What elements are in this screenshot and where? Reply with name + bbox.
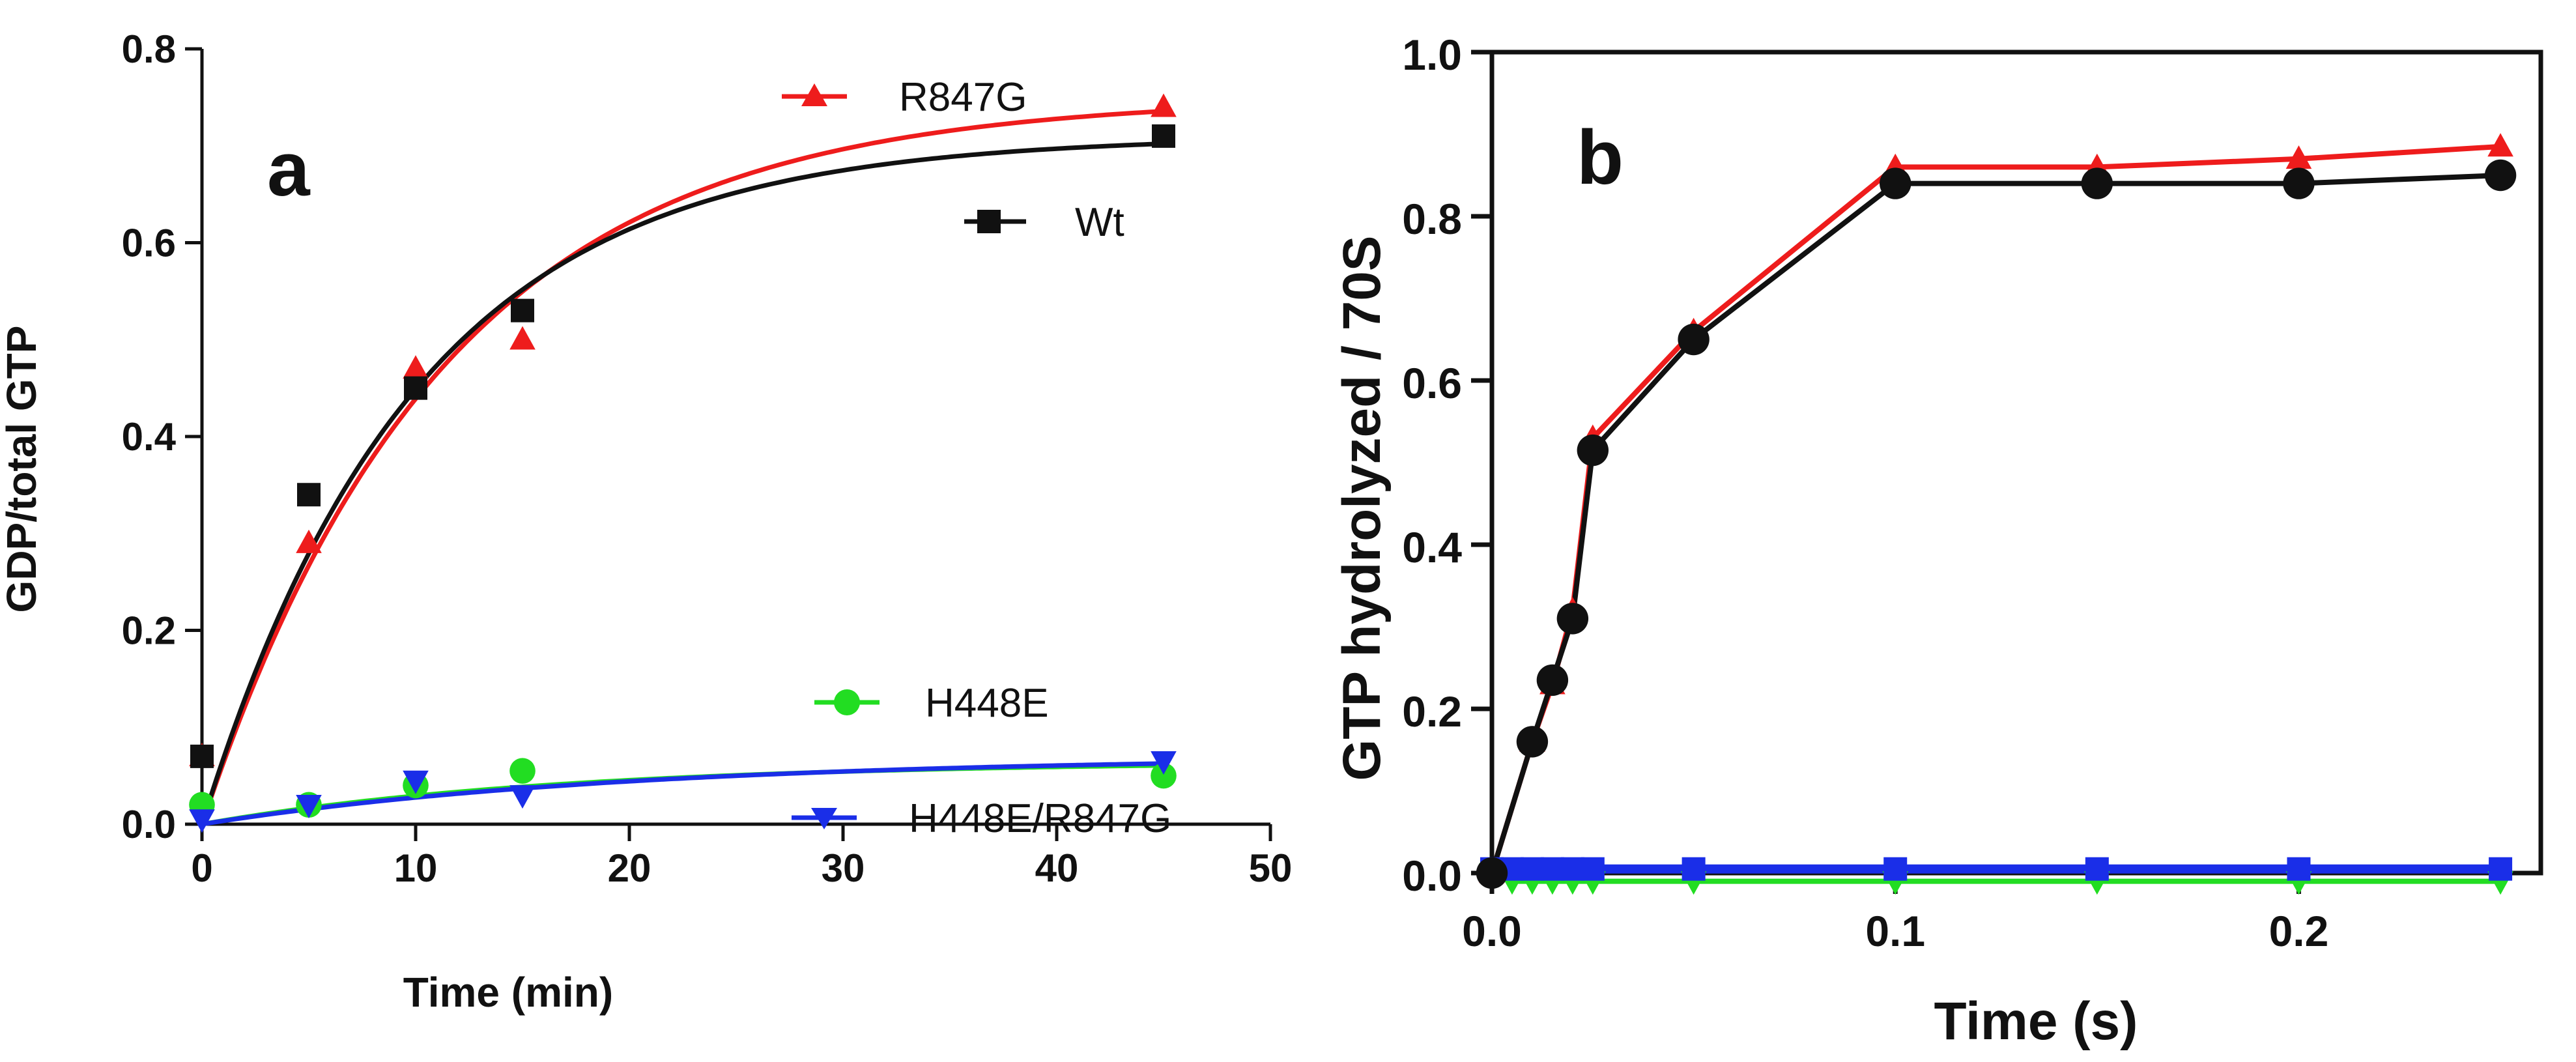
panel-a-x-tick-label: 50: [1249, 846, 1293, 890]
panel-a: 0 10 20 30 40 500.00.20.40.60.8 a Time (min) …: [0, 27, 1292, 1016]
panel-b-x-tick-label: 0.2: [2269, 907, 2329, 955]
panel-b-series-lines: [1489, 143, 2501, 884]
panel-b: 0.0 0.1 0.2 0.0 0.2 0.4 0.6 0.8 1.0 b Time (s) G…: [1332, 31, 2543, 1051]
legend-item-r847g: R847G: [782, 75, 1027, 120]
point-black: [1516, 726, 1549, 758]
point-h448e-r847g: [189, 809, 215, 833]
panel-a-x-tick-label: 20: [608, 846, 651, 890]
point-black: [1577, 434, 1609, 466]
point-h448e-r847g: [1151, 751, 1177, 775]
legend-label-r847g: R847G: [899, 75, 1027, 120]
series-line-red: [1489, 143, 2501, 874]
panel-b-y-tick-label: 0.4: [1402, 523, 1462, 571]
point-wt: [297, 483, 321, 507]
point-black: [1536, 664, 1569, 696]
point-blue: [1520, 857, 1544, 881]
panel-a-axes: 0 10 20 30 40 50 0.0 0.2 0.4 0.6 0.8: [122, 27, 1293, 890]
panel-a-x-tick-label: 40: [1035, 846, 1079, 890]
legend-item-h448e-r847g: H448E/R847G: [792, 796, 1171, 841]
point-wt: [511, 298, 534, 323]
panel-a-x-tick-label: 30: [822, 846, 865, 890]
legend-label-h448e: H448E: [925, 681, 1049, 726]
legend-marker-h448e: [834, 689, 860, 715]
point-blue: [2085, 857, 2109, 881]
point-red: [2487, 133, 2513, 157]
series-line-black: [1489, 173, 2501, 874]
panel-a-y-tick-label: 0.4: [122, 415, 177, 459]
panel-a-legend: R847G Wt H448E H448E/R847G: [782, 75, 1171, 841]
panel-b-y-tick-label: 0.6: [1402, 359, 1462, 407]
panel-a-y-tick-label: 0.6: [122, 222, 176, 265]
panel-a-x-tick-label: 10: [394, 846, 438, 890]
point-h448e: [1151, 762, 1177, 789]
panel-b-y-tick-label: 0.0: [1402, 852, 1462, 900]
panel-b-x-tick-label: 0.1: [1865, 907, 1925, 955]
point-wt: [1152, 124, 1175, 148]
point-blue: [1682, 857, 1706, 881]
point-black: [1476, 857, 1508, 889]
legend-item-wt: Wt: [964, 200, 1124, 245]
panel-b-y-tick-label: 0.8: [1402, 195, 1462, 243]
panel-b-y-tick-label: 0.2: [1402, 687, 1462, 736]
panel-a-y-tick-label: 0.8: [122, 27, 176, 71]
panel-b-x-axis-label: Time (s): [1934, 992, 2138, 1051]
fit-curve-h448e-r847g: [201, 761, 1164, 827]
point-black: [2484, 159, 2517, 192]
panel-a-label: a: [267, 126, 311, 212]
panel-b-y-tick-label: 1.0: [1402, 31, 1462, 79]
point-r847g: [296, 529, 322, 553]
point-red: [2285, 145, 2312, 169]
point-blue: [2489, 857, 2513, 881]
point-black: [1678, 323, 1710, 356]
point-blue: [1581, 857, 1605, 881]
point-black: [1556, 603, 1589, 635]
panel-a-x-tick-label: 0: [191, 846, 212, 890]
panel-b-y-axis-label: GTP hydrolyzed / 70S: [1332, 236, 1392, 781]
panel-a-fit-curves: [199, 109, 1164, 827]
panel-a-x-axis-label: Time (min): [403, 969, 613, 1016]
point-blue: [1560, 857, 1584, 881]
point-h448e-r847g: [403, 770, 429, 794]
panel-a-y-tick-label: 0.0: [122, 803, 176, 846]
point-blue: [1540, 857, 1564, 881]
point-black: [2081, 167, 2113, 199]
point-r847g: [403, 355, 429, 379]
point-h448e-r847g: [296, 794, 322, 818]
point-black: [2283, 167, 2315, 199]
panel-a-y-tick-label: 0.2: [122, 609, 176, 653]
fit-curve-r847g: [199, 109, 1164, 825]
point-blue: [1883, 857, 1908, 881]
point-wt: [404, 376, 427, 400]
legend-item-h448e: H448E: [814, 681, 1049, 726]
panel-b-plot-frame: [1489, 50, 2543, 876]
panel-b-x-tick-label: 0.0: [1462, 907, 1522, 955]
point-black: [1880, 167, 1911, 199]
panel-a-y-axis-label: GDP/total GTP: [0, 326, 45, 613]
panel-b-markers: [1476, 133, 2517, 895]
legend-label-wt: Wt: [1075, 200, 1124, 245]
point-h448e-r847g: [509, 785, 536, 809]
point-h448e: [509, 758, 536, 784]
legend-marker-h448e-r847g: [811, 808, 837, 829]
legend-marker-wt: [977, 210, 1001, 233]
point-wt: [190, 744, 214, 768]
legend-marker-r847g: [801, 83, 827, 106]
panel-b-label: b: [1577, 115, 1624, 201]
legend-label-h448e-r847g: H448E/R847G: [909, 796, 1171, 841]
fit-curve-wt: [199, 141, 1164, 825]
point-blue: [2287, 857, 2311, 881]
point-r847g: [509, 326, 536, 350]
panel-a-markers: [189, 93, 1177, 833]
point-r847g: [1151, 93, 1177, 117]
